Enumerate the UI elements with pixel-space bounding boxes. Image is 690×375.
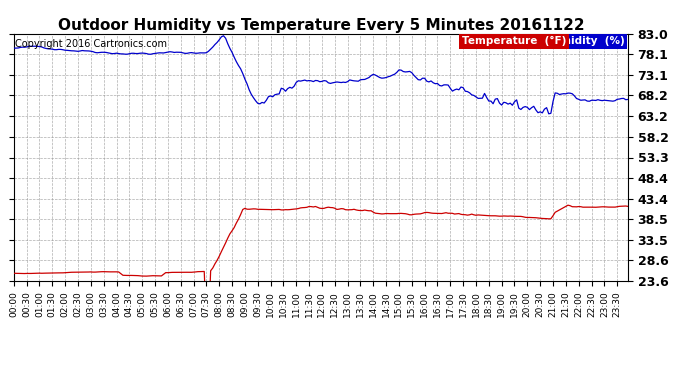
Text: Humidity  (%): Humidity (%)	[544, 36, 625, 46]
Text: Temperature  (°F): Temperature (°F)	[462, 36, 566, 46]
Text: Copyright 2016 Cartronics.com: Copyright 2016 Cartronics.com	[15, 39, 167, 49]
Title: Outdoor Humidity vs Temperature Every 5 Minutes 20161122: Outdoor Humidity vs Temperature Every 5 …	[57, 18, 584, 33]
